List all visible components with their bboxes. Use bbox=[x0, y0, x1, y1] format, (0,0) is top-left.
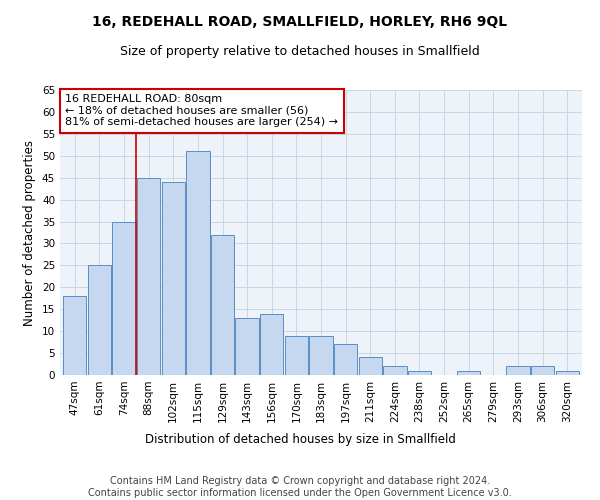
Bar bbox=[260, 314, 283, 375]
Bar bbox=[161, 182, 185, 375]
Bar bbox=[383, 366, 407, 375]
Bar bbox=[457, 370, 481, 375]
Bar bbox=[88, 266, 111, 375]
Bar bbox=[334, 344, 358, 375]
Y-axis label: Number of detached properties: Number of detached properties bbox=[23, 140, 37, 326]
Bar bbox=[186, 152, 209, 375]
Text: Size of property relative to detached houses in Smallfield: Size of property relative to detached ho… bbox=[120, 45, 480, 58]
Bar bbox=[211, 234, 234, 375]
Text: Distribution of detached houses by size in Smallfield: Distribution of detached houses by size … bbox=[145, 432, 455, 446]
Bar bbox=[556, 370, 579, 375]
Bar bbox=[310, 336, 332, 375]
Bar bbox=[137, 178, 160, 375]
Text: Contains HM Land Registry data © Crown copyright and database right 2024.
Contai: Contains HM Land Registry data © Crown c… bbox=[88, 476, 512, 498]
Text: 16, REDEHALL ROAD, SMALLFIELD, HORLEY, RH6 9QL: 16, REDEHALL ROAD, SMALLFIELD, HORLEY, R… bbox=[92, 15, 508, 29]
Bar bbox=[235, 318, 259, 375]
Text: 16 REDEHALL ROAD: 80sqm
← 18% of detached houses are smaller (56)
81% of semi-de: 16 REDEHALL ROAD: 80sqm ← 18% of detache… bbox=[65, 94, 338, 128]
Bar bbox=[408, 370, 431, 375]
Bar bbox=[506, 366, 530, 375]
Bar bbox=[531, 366, 554, 375]
Bar bbox=[284, 336, 308, 375]
Bar bbox=[112, 222, 136, 375]
Bar bbox=[63, 296, 86, 375]
Bar bbox=[359, 358, 382, 375]
